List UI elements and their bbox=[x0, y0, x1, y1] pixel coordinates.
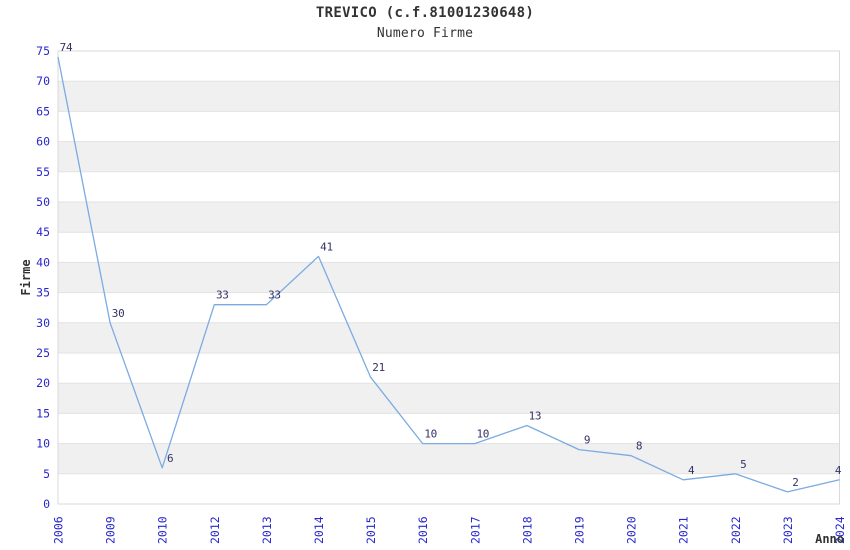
point-label: 4 bbox=[835, 464, 842, 477]
x-tick-label: 2009 bbox=[104, 516, 118, 544]
point-label: 33 bbox=[216, 289, 229, 302]
point-label: 2 bbox=[792, 476, 798, 489]
y-tick-label: 55 bbox=[36, 165, 50, 179]
point-label: 21 bbox=[372, 361, 385, 374]
y-tick-label: 50 bbox=[36, 195, 50, 209]
gridlines bbox=[58, 80, 840, 475]
x-tick-label: 2022 bbox=[729, 516, 743, 544]
y-tick-label: 65 bbox=[36, 104, 50, 118]
band-stripe bbox=[58, 322, 840, 353]
chart-subtitle: Numero Firme bbox=[377, 26, 473, 41]
y-axis-title: Firme bbox=[19, 259, 33, 295]
point-label: 30 bbox=[112, 307, 125, 320]
x-axis-title: Anno bbox=[815, 532, 844, 546]
band-stripe bbox=[58, 81, 840, 112]
y-tick-label: 45 bbox=[36, 225, 50, 239]
point-label: 13 bbox=[529, 410, 542, 423]
y-tick-label: 5 bbox=[43, 467, 50, 481]
point-label: 74 bbox=[60, 41, 73, 54]
point-label: 33 bbox=[268, 289, 281, 302]
point-label: 5 bbox=[740, 458, 746, 471]
x-axis-tick-labels: 2006 2009 2010 2012 2013 2014 2015 2016 2017 2018… bbox=[52, 516, 848, 544]
y-tick-label: 15 bbox=[36, 406, 50, 420]
y-tick-label: 25 bbox=[36, 346, 50, 360]
series-line bbox=[57, 56, 840, 493]
band-stripe bbox=[58, 202, 840, 233]
x-tick-label: 2016 bbox=[416, 516, 430, 544]
y-tick-label: 20 bbox=[36, 376, 50, 390]
x-tick-label: 2006 bbox=[52, 516, 66, 544]
point-label: 41 bbox=[320, 240, 333, 253]
y-axis-tick-labels: 0 5 10 15 20 25 30 35 40 45 50 55 60 65 70 75 bbox=[36, 44, 50, 511]
point-label: 9 bbox=[584, 434, 590, 447]
x-tick-label: 2015 bbox=[364, 516, 378, 544]
plot-border bbox=[57, 50, 840, 505]
y-tick-label: 70 bbox=[36, 74, 50, 88]
y-tick-label: 60 bbox=[36, 135, 50, 149]
y-tick-label: 40 bbox=[36, 255, 50, 269]
chart-title: TREVICO (c.f.81001230648) bbox=[316, 5, 534, 21]
x-tick-label: 2012 bbox=[208, 516, 222, 544]
band-stripe bbox=[58, 383, 840, 414]
y-tick-label: 30 bbox=[36, 316, 50, 330]
x-tick-label: 2020 bbox=[625, 516, 639, 544]
point-label: 10 bbox=[424, 428, 437, 441]
x-tick-label: 2023 bbox=[781, 516, 795, 544]
x-tick-label: 2017 bbox=[468, 516, 482, 544]
x-tick-label: 2024 bbox=[833, 516, 847, 544]
x-tick-label: 2021 bbox=[677, 516, 691, 544]
band-stripe bbox=[58, 443, 840, 474]
band-stripe bbox=[58, 141, 840, 172]
data-point-labels: 74 30 6 33 33 41 21 10 10 13 9 8 4 5 2 4 bbox=[60, 41, 842, 489]
point-label: 8 bbox=[636, 440, 642, 453]
x-tick-label: 2013 bbox=[260, 516, 274, 544]
x-tick-label: 2019 bbox=[573, 516, 587, 544]
point-label: 4 bbox=[688, 464, 695, 477]
point-label: 6 bbox=[167, 452, 173, 465]
x-tick-label: 2018 bbox=[520, 516, 534, 544]
plot-area-bands bbox=[58, 81, 840, 474]
x-tick-label: 2014 bbox=[312, 516, 326, 544]
x-tick-label: 2010 bbox=[156, 516, 170, 544]
y-tick-label: 10 bbox=[36, 437, 50, 451]
y-tick-label: 75 bbox=[36, 44, 50, 58]
y-tick-label: 35 bbox=[36, 286, 50, 300]
point-label: 10 bbox=[476, 428, 489, 441]
band-stripe bbox=[58, 262, 840, 293]
y-tick-label: 0 bbox=[43, 497, 50, 511]
